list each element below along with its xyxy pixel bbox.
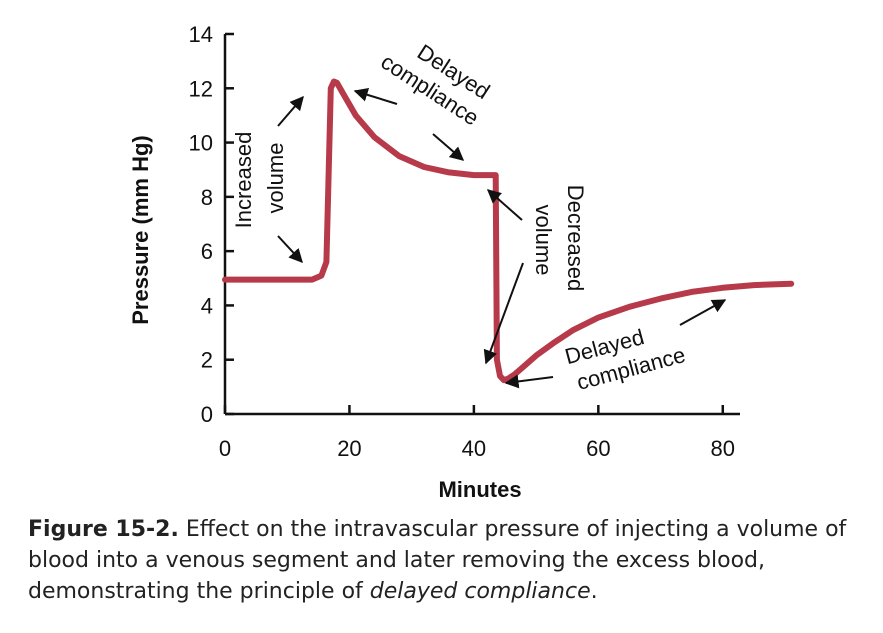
- pressure-series-line: [222, 78, 795, 384]
- annotation-decreased-line1: Decreased: [563, 185, 588, 291]
- x-tick-label: 0: [219, 436, 231, 461]
- x-tick-label: 80: [711, 436, 735, 461]
- y-tick-label: 0: [201, 402, 213, 427]
- caption-end: .: [590, 579, 598, 604]
- annotation-delayed-compliance-bottom: Delayed compliance: [562, 324, 688, 395]
- arrow-delayed-top-right: [432, 133, 465, 161]
- arrow-delayed-bottom-left: [504, 374, 554, 389]
- y-axis-title: Pressure (mm Hg): [128, 135, 153, 325]
- caption-emphasis: delayed compliance: [369, 579, 591, 604]
- y-tick-label: 14: [189, 22, 213, 47]
- y-tick-label: 12: [189, 76, 213, 101]
- arrow-decreased-down: [483, 262, 524, 365]
- arrow-increased-down: [277, 235, 303, 264]
- annotation-decreased-line2: volume: [531, 205, 556, 276]
- caption-text: Effect on the intravascular pressure of …: [28, 517, 847, 604]
- figure-caption: Figure 15-2. Effect on the intravascular…: [28, 514, 848, 607]
- arrow-delayed-bottom-right: [679, 299, 727, 326]
- figure-label: Figure 15-2.: [28, 517, 179, 542]
- arrow-decreased-up: [486, 189, 523, 221]
- y-tick-label: 6: [201, 239, 213, 264]
- annotation-increased-line1: Increased: [231, 132, 256, 229]
- arrow-increased-up: [277, 95, 304, 127]
- y-tick-label: 4: [201, 293, 213, 318]
- y-tick-label: 2: [201, 348, 213, 373]
- annotation-increased-line2: volume: [263, 143, 288, 214]
- x-ticks: 0 20 40 60 80: [219, 405, 735, 461]
- annotation-increased-volume: Increased volume: [231, 132, 288, 229]
- pressure-chart: 0 2 4 6 8 10 12 14 0 20 40 60 80 Pressure (mm Hg) M…: [128, 22, 795, 502]
- x-tick-label: 40: [462, 436, 486, 461]
- x-tick-label: 60: [586, 436, 610, 461]
- annotation-decreased-volume: Decreased volume: [531, 185, 588, 291]
- x-tick-label: 20: [337, 436, 361, 461]
- arrow-delayed-top-left: [353, 88, 398, 105]
- x-axis-title: Minutes: [438, 477, 521, 502]
- annotation-delayed-compliance-top: Delayed compliance: [377, 39, 495, 130]
- y-ticks: 0 2 4 6 8 10 12 14: [189, 22, 234, 427]
- axes: 0 2 4 6 8 10 12 14 0 20 40 60 80: [189, 22, 740, 461]
- y-tick-label: 10: [189, 131, 213, 156]
- y-tick-label: 8: [201, 185, 213, 210]
